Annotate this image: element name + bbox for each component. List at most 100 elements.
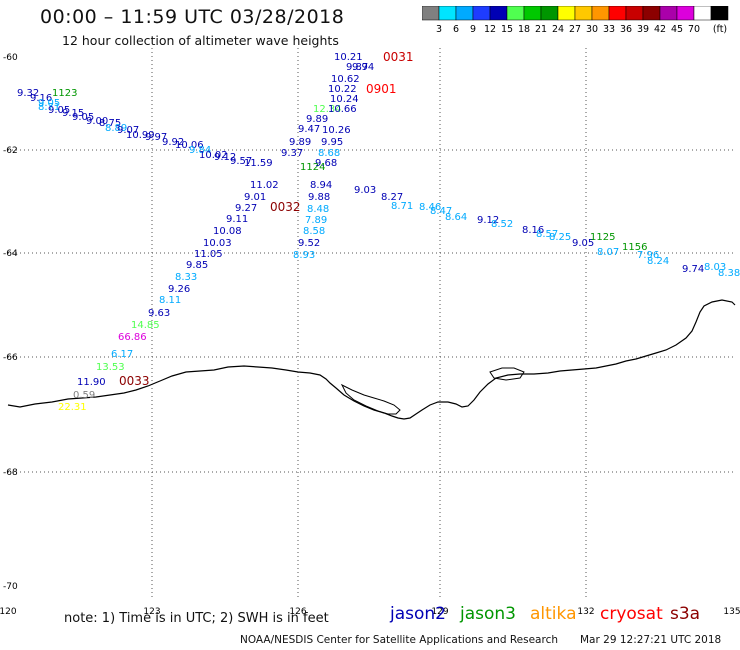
track-b-wave-label: 8.93 <box>293 250 315 261</box>
track-a-wave-label: 9.92 <box>162 137 184 148</box>
track-a-wave-label: 7.96 <box>637 250 659 261</box>
track-a-wave-label: 11.59 <box>244 158 273 169</box>
track-a-wave-label: 8.03 <box>704 262 726 273</box>
track-a-wave-label: 9.05 <box>72 112 94 123</box>
track-a-wave-label: 8.57 <box>536 229 558 240</box>
footnote: note: 1) Time is in UTC; 2) SWH is in fe… <box>64 611 329 626</box>
colorbar-tick-label: 33 <box>603 24 615 35</box>
colorbar-tick-label: 3 <box>436 24 442 35</box>
track-b-wave-label: 8.58 <box>303 226 325 237</box>
legend-cryosat: cryosat <box>600 604 663 624</box>
track-a-wave-label: 9.05 <box>38 98 60 109</box>
track-c-wave-label: 9.27 <box>235 203 257 214</box>
track-a-wave-label: 10.02 <box>199 150 228 161</box>
track-b-wave-label: 9.95 <box>321 137 343 148</box>
longitude-tick-label: 120 <box>0 607 17 617</box>
pass-time-label: 0031 <box>383 50 414 64</box>
track-c-wave-label: 9.01 <box>244 192 266 203</box>
credit-text: NOAA/NESDIS Center for Satellite Applica… <box>240 634 558 646</box>
track-a-wave-label: 9.05 <box>572 238 594 249</box>
track-a-wave-label: 9.15 <box>62 108 84 119</box>
latitude-tick-label: -70 <box>3 582 18 592</box>
track-b-wave-label: 9.52 <box>298 238 320 249</box>
island-outline <box>489 367 525 381</box>
antarctic-coastline <box>7 299 736 420</box>
track-a-wave-label: 9.12 <box>477 215 499 226</box>
track-c-wave-label: 0.59 <box>73 390 95 401</box>
track-b-wave-label: 10.62 <box>331 74 360 85</box>
track-a-wave-label: 8.46 <box>419 202 441 213</box>
legend-s3a: s3a <box>670 604 701 624</box>
legend-altika: altika <box>530 604 577 624</box>
generated-timestamp: Mar 29 12:27:21 UTC 2018 <box>580 634 722 646</box>
track-c-wave-label: 9.85 <box>186 260 208 271</box>
legend-jason3: jason3 <box>460 604 516 624</box>
track-b-wave-label: 9.94 <box>352 62 374 73</box>
colorbar-tick-label: 6 <box>453 24 459 35</box>
colorbar-tick-label: 30 <box>586 24 598 35</box>
colorbar-tick-label: 36 <box>620 24 632 35</box>
track-b-wave-label: 9.89 <box>306 114 328 125</box>
track-a-wave-label: 8.52 <box>491 219 513 230</box>
track-c-wave-label: 9.26 <box>168 284 190 295</box>
track-b-wave-label: 9.87 <box>346 62 368 73</box>
colorbar-tick-label: 45 <box>671 24 683 35</box>
track-c-wave-label: 11.02 <box>250 180 279 191</box>
colorbar-tick-label: 15 <box>501 24 513 35</box>
track-c-wave-label: 8.33 <box>175 272 197 283</box>
track-b-wave-label: 8.68 <box>318 148 340 159</box>
track-a-wave-label: 1123 <box>52 88 77 99</box>
colorbar-tick-label: 9 <box>470 24 476 35</box>
longitude-tick-label: 123 <box>143 607 160 617</box>
track-c-wave-label: 22.31 <box>58 402 87 413</box>
track-a-wave-label: 8.27 <box>381 192 403 203</box>
colorbar-tick-label: 12 <box>484 24 496 35</box>
latitude-tick-label: -60 <box>3 53 18 63</box>
latitude-tick-label: -68 <box>3 468 18 478</box>
track-b-wave-label: 10.21 <box>334 52 363 63</box>
track-a-wave-label: 8.89 <box>105 123 127 134</box>
track-a-wave-label: 9.16 <box>30 93 52 104</box>
track-c-wave-label: 13.53 <box>96 362 125 373</box>
map-title: 00:00 – 11:59 UTC 03/28/2018 <box>40 6 345 28</box>
track-a-wave-label: 8.25 <box>549 232 571 243</box>
track-b-wave-label: 10.26 <box>322 125 351 136</box>
map-subtitle: 12 hour collection of altimeter wave hei… <box>62 33 339 48</box>
track-a-wave-label: 9.74 <box>682 264 704 275</box>
colorbar-tick-label: 39 <box>637 24 649 35</box>
track-b-wave-label: 7.89 <box>305 215 327 226</box>
colorbar-tick-label: 21 <box>535 24 547 35</box>
colorbar-tick-label: 70 <box>688 24 700 35</box>
track-c-wave-label: 8.11 <box>159 295 181 306</box>
track-c-wave-label: 9.63 <box>148 308 170 319</box>
track-c-wave-label: 9.11 <box>226 214 248 225</box>
latitude-tick-label: -64 <box>3 249 18 259</box>
track-a-wave-label: 9.12 <box>214 152 236 163</box>
track-a-wave-label: 9.32 <box>17 88 39 99</box>
track-b-wave-label: 8.94 <box>310 180 332 191</box>
pass-time-label: 0901 <box>366 82 397 96</box>
track-a-wave-label: 10.99 <box>126 130 155 141</box>
track-c-wave-label: 11.05 <box>194 249 223 260</box>
track-c-wave-label: 11.90 <box>77 377 106 388</box>
longitude-tick-label: 129 <box>431 607 448 617</box>
colorbar-legend: 3 6 9 12 15 18 21 24 27 30 33 36 39 42 45 70 (ft) <box>422 6 729 35</box>
colorbar-tick-label: 18 <box>518 24 530 35</box>
track-a-wave-label: 8.71 <box>391 201 413 212</box>
ice-shelf-outline <box>340 383 401 415</box>
pass-time-label: 0032 <box>270 200 301 214</box>
track-a-wave-label: 9.05 <box>48 105 70 116</box>
track-a-wave-label: 8.16 <box>522 225 544 236</box>
colorbar-tick-label: 24 <box>552 24 564 35</box>
longitude-tick-label: 135 <box>723 607 740 617</box>
colorbar-tick-label: 27 <box>569 24 581 35</box>
track-a-wave-label: 8.47 <box>430 206 452 217</box>
latitude-tick-label: -62 <box>3 146 18 156</box>
colorbar-swatch <box>710 6 729 21</box>
track-a-wave-label: 9.00 <box>86 116 108 127</box>
track-b-wave-label: 10.22 <box>328 84 357 95</box>
track-a-wave-label: 9.97 <box>145 132 167 143</box>
colorbar-tick-label: 42 <box>654 24 666 35</box>
track-a-wave-label: 8.75 <box>99 118 121 129</box>
